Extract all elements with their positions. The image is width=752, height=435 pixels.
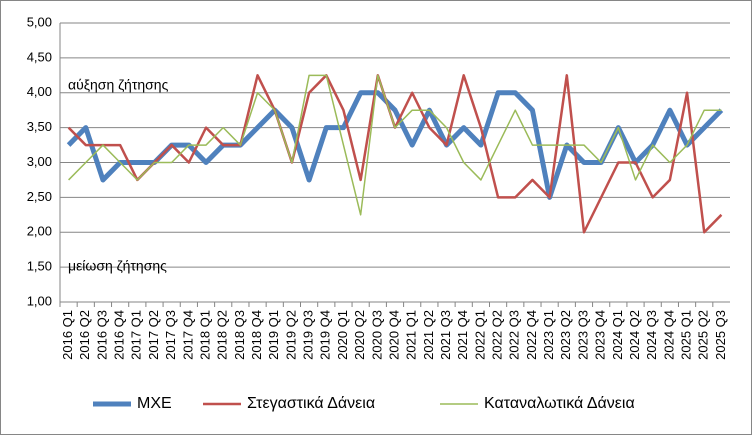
legend-label: ΜΧΕ [137,395,172,412]
x-tick-label: 2022 Q2 [490,310,505,360]
annotation: αύξηση ζήτησης [68,77,169,93]
x-tick-label: 2021 Q2 [421,310,436,360]
legend-label: Καταναλωτικά Δάνεια [484,395,635,412]
x-tick-label: 2023 Q4 [593,310,608,360]
x-tick-label: 2016 Q4 [112,310,127,360]
annotation: μείωση ζήτησης [68,258,167,274]
x-tick-label: 2017 Q3 [163,310,178,360]
legend-label: Στεγαστικά Δάνεια [247,395,375,412]
x-tick-label: 2023 Q3 [575,310,590,360]
x-tick-label: 2016 Q3 [94,310,109,360]
x-tick-label: 2021 Q4 [455,310,470,360]
x-tick-label: 2018 Q3 [232,310,247,360]
y-tick-label: 5,00 [27,14,52,29]
x-tick-label: 2016 Q1 [60,310,75,360]
x-tick-label: 2019 Q1 [266,310,281,360]
x-tick-label: 2024 Q3 [644,310,659,360]
x-tick-label: 2018 Q1 [197,310,212,360]
x-tick-label: 2024 Q1 [610,310,625,360]
x-tick-label: 2022 Q1 [472,310,487,360]
x-tick-label: 2024 Q2 [627,310,642,360]
x-tick-label: 2025 Q3 [713,310,728,360]
x-tick-label: 2019 Q2 [283,310,298,360]
y-tick-label: 3,00 [27,154,52,169]
x-tick-label: 2017 Q4 [180,310,195,360]
x-tick-label: 2017 Q2 [146,310,161,360]
x-tick-label: 2022 Q4 [524,310,539,360]
x-tick-label: 2018 Q4 [249,310,264,360]
y-tick-label: 2,00 [27,224,52,239]
x-tick-label: 2020 Q4 [386,310,401,360]
x-tick-label: 2020 Q2 [352,310,367,360]
y-tick-label: 4,50 [27,49,52,64]
x-tick-label: 2020 Q1 [335,310,350,360]
x-tick-label: 2023 Q1 [541,310,556,360]
x-tick-label: 2017 Q1 [129,310,144,360]
x-tick-label: 2022 Q3 [507,310,522,360]
x-tick-label: 2025 Q2 [696,310,711,360]
x-tick-label: 2016 Q2 [77,310,92,360]
x-tick-label: 2021 Q1 [404,310,419,360]
x-tick-label: 2024 Q4 [661,310,676,360]
series-line [68,74,722,216]
y-tick-label: 3,50 [27,119,52,134]
x-tick-label: 2023 Q2 [558,310,573,360]
y-tick-label: 1,50 [27,259,52,274]
x-tick-label: 2020 Q3 [369,310,384,360]
x-tick-label: 2019 Q4 [318,310,333,360]
y-tick-label: 2,50 [27,189,52,204]
x-tick-label: 2021 Q3 [438,310,453,360]
x-tick-label: 2018 Q2 [215,310,230,360]
y-tick-label: 1,00 [27,293,52,308]
y-tick-label: 4,00 [27,84,52,99]
x-tick-label: 2019 Q3 [301,310,316,360]
x-tick-label: 2025 Q1 [678,310,693,360]
